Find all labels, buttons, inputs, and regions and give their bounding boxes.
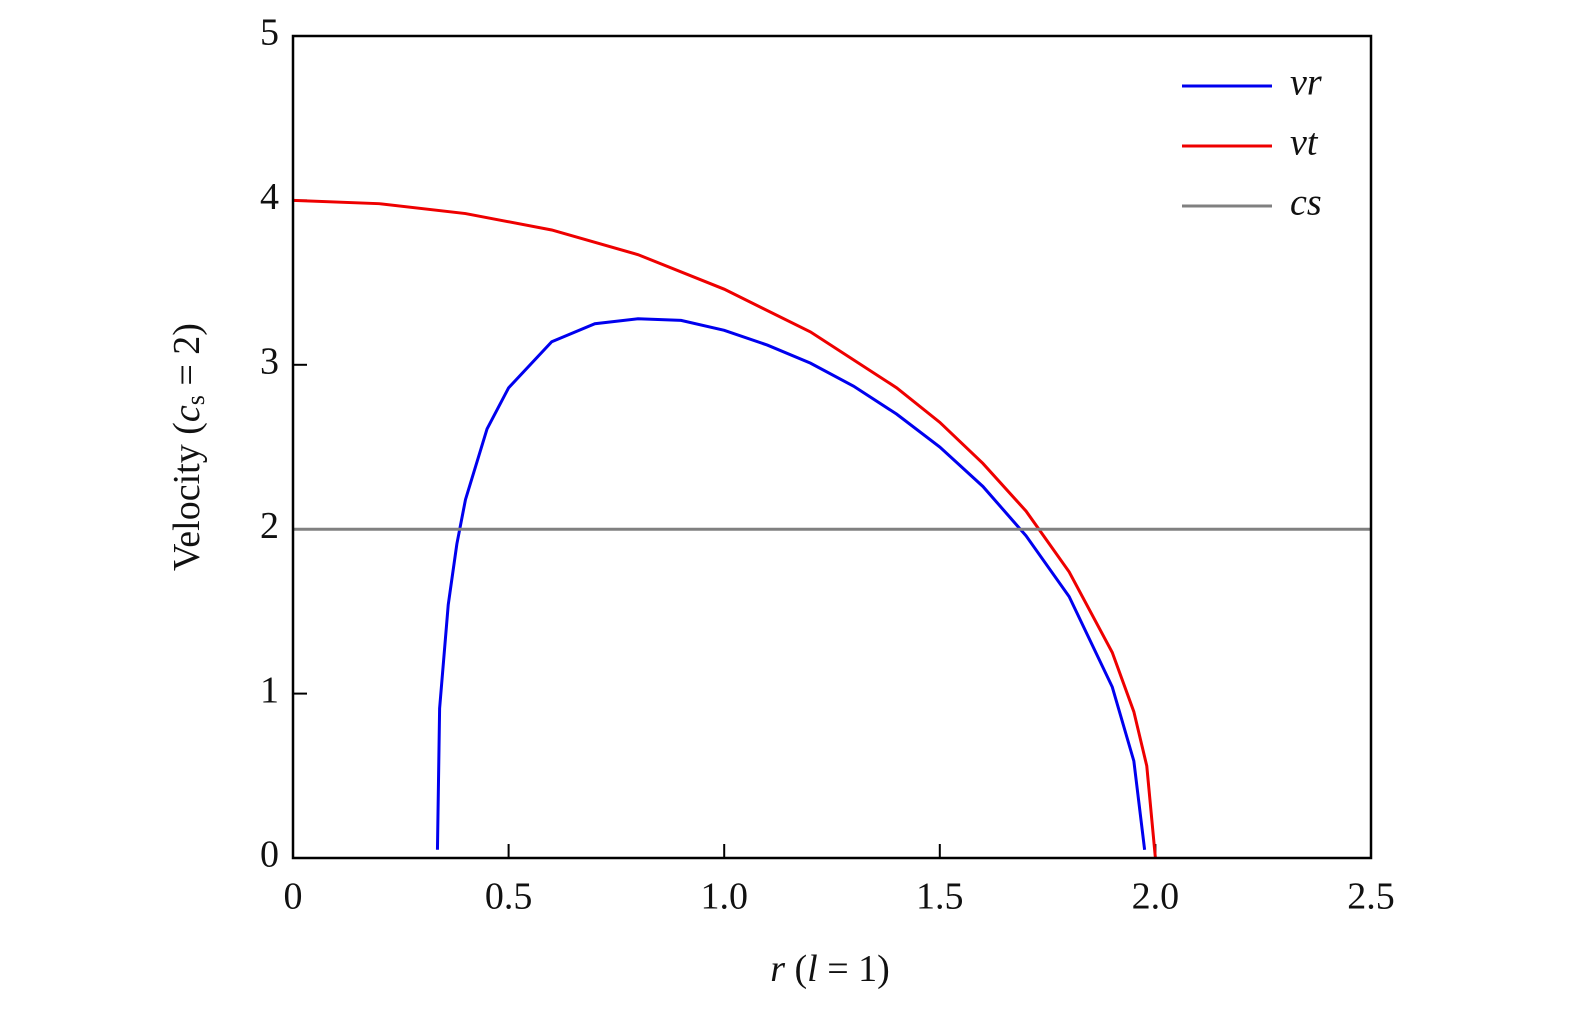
x-tick-label: 1.0 [700,876,748,918]
x-tick-label: 2.0 [1132,876,1180,918]
y-tick-label: 5 [260,12,279,54]
x-label-part: = 1) [818,948,890,990]
legend-label: vr [1290,62,1322,104]
x-tick-label: 1.5 [916,876,964,918]
series-line [292,198,1157,859]
x-tick-label: 0.5 [485,876,533,918]
y-label-part: c [166,405,208,422]
y-tick-label: 3 [260,341,279,383]
x-tick-label: 2.5 [1347,876,1395,918]
y-label-part: Velocity ( [166,422,208,571]
x-tick-label: 0 [284,876,303,918]
x-axis-label: r (l = 1) [770,948,890,990]
x-label-part: r [770,948,785,990]
y-tick-label: 4 [260,176,279,218]
series-line [435,317,1147,850]
y-label-part: = 2) [166,323,208,395]
y-label-part: s [181,395,210,405]
y-tick-label: 2 [260,505,279,547]
plot-frame [291,34,1373,860]
x-label-part: l [807,948,818,990]
y-tick-label: 1 [260,669,279,711]
x-label-part: ( [785,948,807,990]
legend-label: vt [1290,122,1319,164]
y-tick-label: 0 [260,834,279,876]
legend-label: cs [1290,182,1322,224]
y-axis-label: Velocity (cs = 2) [166,323,210,571]
